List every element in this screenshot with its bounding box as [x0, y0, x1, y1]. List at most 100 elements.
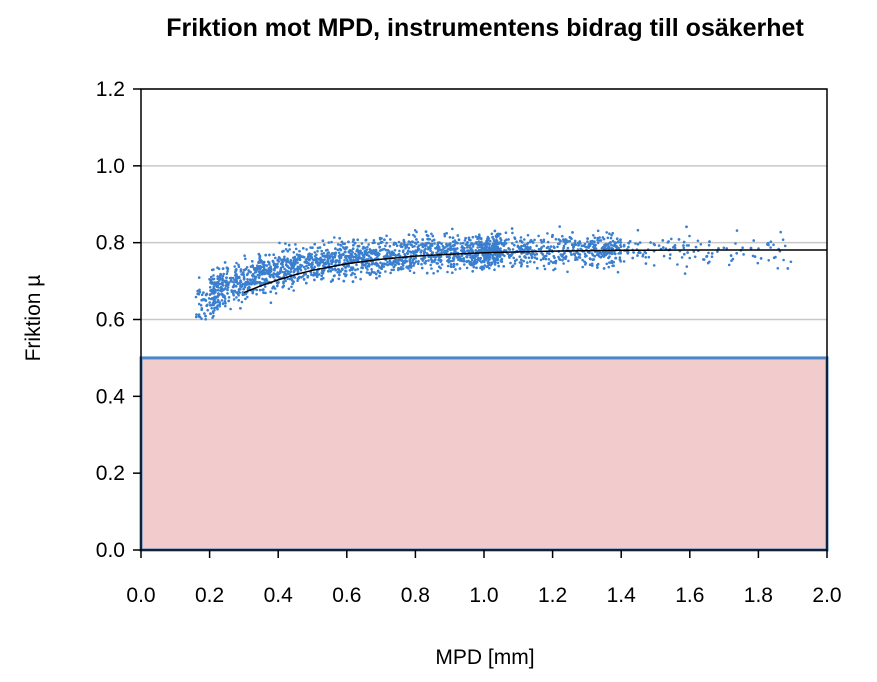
data-point [338, 237, 342, 240]
data-point [251, 274, 254, 277]
data-point [661, 239, 665, 242]
shaded-region [139, 356, 829, 552]
data-point [694, 245, 698, 249]
data-point [417, 247, 421, 251]
x-tick-label: 0.8 [401, 584, 430, 607]
data-point [535, 252, 539, 256]
y-tick-label: 1.0 [96, 155, 125, 178]
data-point [581, 258, 584, 262]
data-point [463, 239, 467, 242]
data-point [453, 244, 456, 247]
data-point [473, 260, 476, 264]
data-point [499, 259, 503, 262]
data-point [349, 252, 353, 256]
data-point [203, 312, 206, 315]
data-point [582, 244, 586, 247]
data-point [458, 255, 461, 259]
data-point [609, 250, 612, 254]
data-point [504, 249, 508, 252]
y-tick-label: 0.8 [96, 232, 125, 255]
data-point [311, 263, 314, 266]
data-point [558, 239, 562, 242]
data-point [302, 265, 306, 269]
data-point [456, 241, 459, 245]
data-point [384, 270, 387, 273]
data-point [461, 241, 465, 245]
data-point [243, 254, 246, 257]
data-point [292, 259, 296, 262]
data-point [766, 241, 770, 245]
data-point [546, 240, 550, 244]
data-point [613, 252, 616, 255]
data-point [261, 265, 264, 269]
data-point [340, 240, 344, 244]
data-point [292, 289, 296, 292]
data-point [533, 238, 536, 242]
data-point [359, 270, 363, 274]
data-point [298, 249, 301, 253]
data-point [251, 278, 255, 281]
data-point [547, 258, 551, 261]
data-point [459, 242, 463, 245]
data-point [561, 234, 564, 238]
data-point [237, 288, 241, 292]
data-point [509, 261, 512, 265]
data-point [290, 265, 294, 268]
data-point [320, 277, 323, 281]
data-point [385, 241, 389, 245]
data-point [307, 263, 311, 267]
data-point [291, 262, 295, 266]
data-point [529, 239, 532, 242]
data-point [321, 272, 325, 275]
data-point [468, 253, 472, 257]
data-point [389, 260, 392, 264]
data-point [757, 247, 760, 250]
data-point [366, 268, 369, 271]
scatter-series [194, 225, 793, 321]
data-point [420, 262, 423, 266]
data-point [455, 263, 459, 266]
data-point [608, 232, 611, 235]
data-point [593, 254, 596, 258]
data-point [467, 236, 471, 240]
data-point [518, 255, 521, 258]
data-point [295, 253, 299, 256]
data-point [742, 253, 745, 256]
data-point [480, 240, 483, 244]
data-point [276, 259, 279, 262]
data-point [362, 245, 365, 249]
data-point [313, 251, 317, 254]
data-point [230, 290, 234, 294]
data-point [224, 284, 228, 288]
data-point [209, 312, 212, 316]
data-point [366, 265, 370, 268]
data-point [573, 243, 576, 247]
data-point [386, 251, 389, 255]
data-point [352, 238, 355, 241]
data-point [490, 232, 494, 236]
data-point [486, 260, 490, 263]
data-point [304, 272, 308, 276]
data-point [292, 275, 296, 279]
data-point [303, 260, 307, 264]
data-point [286, 277, 289, 281]
data-point [274, 292, 278, 295]
data-point [204, 318, 207, 321]
data-point [350, 273, 353, 277]
data-point [451, 236, 455, 239]
data-point [251, 260, 254, 263]
data-point [515, 258, 518, 262]
data-point [253, 277, 257, 281]
data-point [227, 299, 230, 303]
data-point [383, 238, 386, 241]
data-point [540, 246, 543, 249]
data-point [319, 260, 323, 263]
data-point [471, 235, 475, 239]
data-point [559, 253, 563, 256]
data-point [214, 282, 217, 285]
data-point [208, 301, 211, 304]
data-point [314, 261, 318, 264]
data-point [239, 284, 242, 288]
data-point [420, 266, 424, 270]
data-point [337, 268, 341, 272]
